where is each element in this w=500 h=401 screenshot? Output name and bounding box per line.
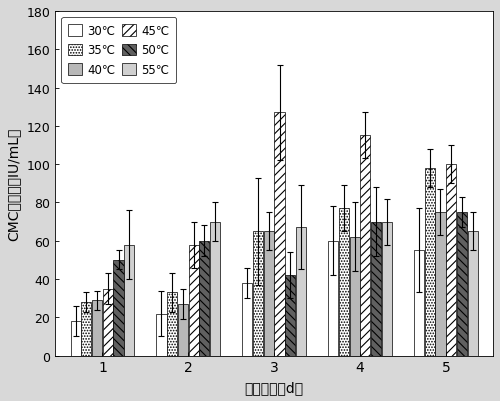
Bar [114,260,124,356]
Bar [328,241,338,356]
Bar [350,237,360,356]
X-axis label: 培养天数（d）: 培养天数（d） [244,380,304,394]
Bar [102,289,113,356]
Bar [468,232,478,356]
Bar [167,293,177,356]
Bar [382,222,392,356]
Bar [124,245,134,356]
Bar [457,213,467,356]
Bar [264,232,274,356]
Bar [285,275,296,356]
Bar [296,228,306,356]
Bar [242,283,252,356]
Bar [200,241,209,356]
Legend: 30℃, 35℃, 40℃, 45℃, 50℃, 55℃: 30℃, 35℃, 40℃, 45℃, 50℃, 55℃ [61,18,176,84]
Bar [156,314,166,356]
Bar [414,251,424,356]
Bar [70,321,81,356]
Y-axis label: CMC酶活力（IU/mL）: CMC酶活力（IU/mL） [7,127,21,240]
Bar [371,222,381,356]
Bar [82,302,92,356]
Bar [436,213,446,356]
Bar [188,245,199,356]
Bar [360,136,370,356]
Bar [92,300,102,356]
Bar [253,232,263,356]
Bar [424,168,435,356]
Bar [446,165,456,356]
Bar [178,304,188,356]
Bar [210,222,220,356]
Bar [274,113,284,356]
Bar [339,209,349,356]
